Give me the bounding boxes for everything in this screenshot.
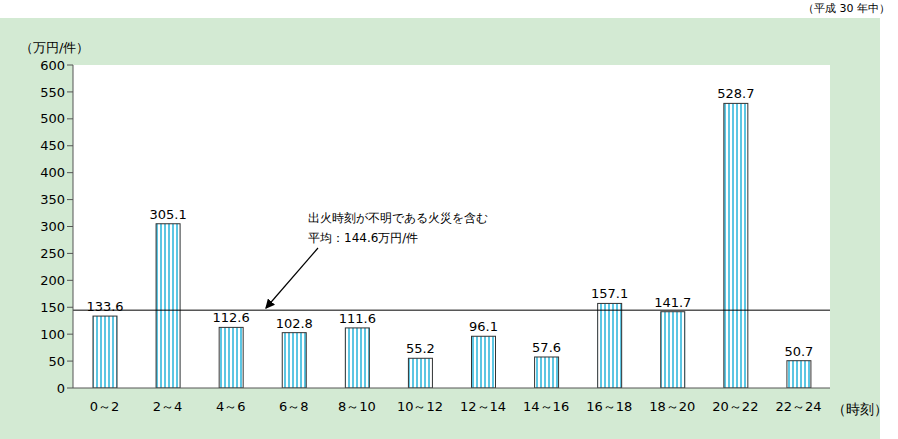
svg-text:112.6: 112.6 — [213, 310, 250, 325]
svg-text:12～14: 12～14 — [460, 399, 506, 414]
svg-text:350: 350 — [40, 192, 65, 207]
svg-text:0～2: 0～2 — [90, 399, 120, 414]
svg-text:305.1: 305.1 — [149, 207, 186, 222]
svg-text:150: 150 — [40, 300, 65, 315]
svg-text:57.6: 57.6 — [532, 340, 561, 355]
svg-text:14～16: 14～16 — [523, 399, 569, 414]
svg-text:600: 600 — [40, 58, 65, 73]
svg-text:50.7: 50.7 — [784, 344, 813, 359]
svg-text:500: 500 — [40, 111, 65, 126]
svg-text:400: 400 — [40, 165, 65, 180]
svg-text:2～4: 2～4 — [153, 399, 183, 414]
svg-text:528.7: 528.7 — [717, 86, 754, 101]
html-text:（平成 30 年中）: （平成 30 年中） — [803, 2, 890, 15]
svg-text:55.2: 55.2 — [406, 341, 435, 356]
svg-text:250: 250 — [40, 246, 65, 261]
svg-text:450: 450 — [40, 138, 65, 153]
svg-text:50: 50 — [48, 354, 65, 369]
svg-text:133.6: 133.6 — [86, 299, 123, 314]
svg-text:100: 100 — [40, 327, 65, 342]
svg-text:141.7: 141.7 — [654, 295, 691, 310]
svg-text:平均：144.6万円/件: 平均：144.6万円/件 — [308, 231, 418, 245]
svg-text:20～22: 20～22 — [712, 399, 758, 414]
svg-text:550: 550 — [40, 85, 65, 100]
svg-text:111.6: 111.6 — [339, 311, 376, 326]
svg-text:出火時刻が不明である火災を含む: 出火時刻が不明である火災を含む — [308, 211, 488, 225]
svg-text:18～20: 18～20 — [649, 399, 695, 414]
svg-text:157.1: 157.1 — [591, 286, 628, 301]
svg-text:300: 300 — [40, 219, 65, 234]
svg-text:16～18: 16～18 — [586, 399, 632, 414]
svg-text:22～24: 22～24 — [775, 399, 821, 414]
svg-text:（時刻）: （時刻） — [832, 401, 888, 417]
svg-text:6～8: 6～8 — [279, 399, 309, 414]
svg-text:8～10: 8～10 — [338, 399, 376, 414]
svg-text:96.1: 96.1 — [469, 319, 498, 334]
svg-text:102.8: 102.8 — [276, 316, 313, 331]
svg-text:4～6: 4～6 — [216, 399, 246, 414]
svg-text:200: 200 — [40, 273, 65, 288]
svg-text:（万円/件）: （万円/件） — [20, 40, 89, 55]
svg-text:0: 0 — [57, 381, 65, 396]
svg-text:10～12: 10～12 — [397, 399, 443, 414]
